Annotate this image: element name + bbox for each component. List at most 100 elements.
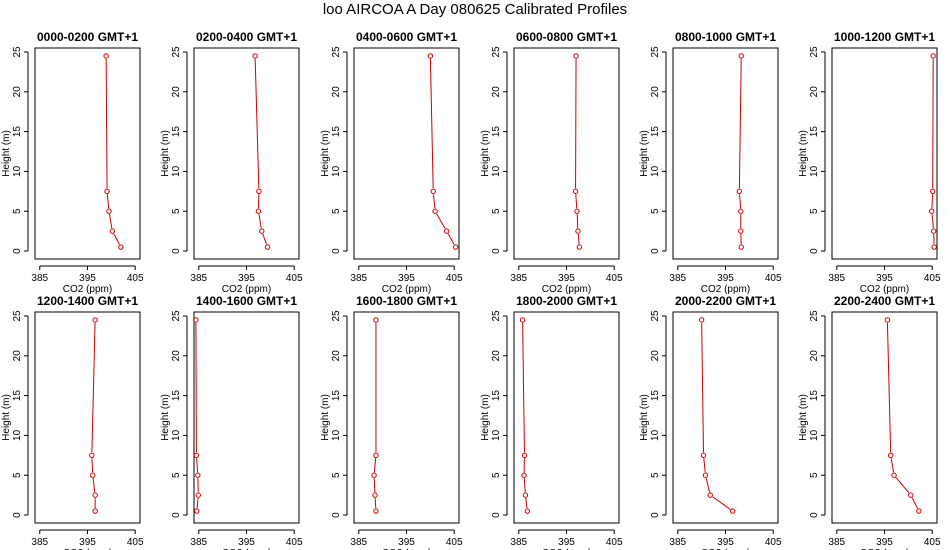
y-tick-label: 15 [650, 126, 661, 138]
data-point [372, 492, 378, 498]
y-tick-label: 25 [491, 310, 502, 322]
data-point [109, 228, 116, 234]
data-point [888, 452, 894, 459]
data-point [931, 244, 937, 250]
panel-title: 1600-1800 GMT+1 [356, 294, 457, 308]
y-tick-label: 25 [650, 46, 661, 58]
y-tick-label: 10 [491, 165, 502, 177]
data-point [521, 472, 527, 478]
data-point [90, 472, 96, 478]
y-tick-label: 20 [12, 350, 23, 362]
data-point [373, 452, 379, 459]
chart-panel: 2000-2200 GMT+1 385 395 405 CO2 (ppm) 0 5 10 15 2… [639, 294, 782, 550]
x-tick-label: 385 [190, 273, 207, 284]
y-tick-label: 20 [650, 86, 661, 98]
y-tick-label: 0 [171, 512, 182, 518]
y-tick-label: 5 [809, 472, 820, 478]
y-tick-label: 10 [331, 429, 342, 441]
data-point [252, 53, 258, 59]
data-point [729, 508, 736, 514]
data-point [371, 472, 377, 478]
data-point [193, 452, 200, 459]
data-point [92, 508, 98, 514]
data-point [930, 188, 936, 195]
series-segment [113, 233, 120, 245]
data-point [193, 317, 199, 323]
y-axis-label: Height (m) [480, 130, 491, 177]
y-tick-label: 5 [331, 472, 342, 478]
y-tick-label: 5 [650, 208, 661, 214]
data-point [255, 208, 262, 214]
data-point [195, 472, 201, 478]
series-segment [373, 478, 376, 493]
data-point [930, 228, 937, 234]
data-point [104, 188, 110, 195]
y-tick-label: 10 [809, 165, 820, 177]
data-point [698, 317, 705, 323]
panel-title: 2200-2400 GMT+1 [834, 294, 935, 308]
y-tick-label: 0 [491, 512, 502, 518]
panel-title: 0200-0400 GMT+1 [196, 30, 297, 44]
x-tick-label: 405 [765, 537, 782, 548]
x-tick-label: 395 [238, 537, 255, 548]
data-point [574, 208, 580, 214]
y-tick-label: 10 [171, 165, 182, 177]
series-segment [258, 214, 262, 229]
y-tick-label: 0 [650, 512, 661, 518]
series-segment [196, 498, 199, 509]
y-tick-label: 20 [491, 86, 502, 98]
chart-panel: 0800-1000 GMT+1 385 395 405 CO2 (ppm) 0 5 10 15 2… [639, 30, 782, 295]
y-tick-label: 20 [491, 350, 502, 362]
y-tick-label: 15 [809, 390, 820, 402]
x-tick-label: 385 [510, 537, 527, 548]
x-axis-label: CO2 (ppm) [542, 548, 591, 550]
series-segment [705, 478, 711, 493]
y-tick-label: 5 [331, 208, 342, 214]
y-tick-label: 5 [171, 472, 182, 478]
data-point [738, 53, 744, 59]
x-tick-label: 385 [669, 273, 686, 284]
y-tick-label: 20 [809, 86, 820, 98]
plot-frame [831, 311, 938, 524]
x-axis-label: CO2 (ppm) [382, 548, 431, 550]
data-point [573, 53, 579, 59]
y-tick-label: 25 [809, 46, 820, 58]
data-point [452, 244, 459, 250]
panel-title: 1000-1200 GMT+1 [834, 30, 935, 44]
series-segment [525, 498, 528, 509]
y-tick-label: 15 [331, 390, 342, 402]
panel-title: 2000-2200 GMT+1 [675, 294, 776, 308]
data-point [702, 472, 709, 478]
x-tick-label: 385 [669, 537, 686, 548]
plot-frame [513, 311, 620, 524]
y-tick-label: 5 [491, 472, 502, 478]
series-segment [577, 234, 580, 245]
data-point [916, 508, 922, 514]
y-axis-label: Height (m) [798, 394, 809, 441]
y-tick-label: 10 [171, 429, 182, 441]
x-tick-label: 395 [876, 537, 893, 548]
series-segment [106, 194, 110, 209]
x-axis-label: CO2 (ppm) [222, 284, 271, 295]
y-tick-label: 15 [331, 126, 342, 138]
y-tick-label: 25 [171, 310, 182, 322]
chart-panel: 0400-0600 GMT+1 385 395 405 CO2 (ppm) 0 5 10 15 2… [320, 30, 463, 295]
panel-title: 0800-1000 GMT+1 [675, 30, 776, 44]
y-tick-label: 0 [171, 248, 182, 254]
plot-frame [831, 47, 938, 260]
data-point [430, 188, 436, 195]
chart-panel: 1600-1800 GMT+1 385 395 405 CO2 (ppm) 0 5 10 15 2… [320, 294, 463, 550]
data-point [427, 53, 434, 59]
chart-main-title: loo AIRCOA A Day 080625 Calibrated Profi… [322, 1, 628, 18]
x-tick-label: 405 [446, 273, 463, 284]
series-segment [886, 322, 892, 453]
series-segment [373, 458, 377, 473]
chart-panel: 1800-2000 GMT+1 385 395 405 CO2 (ppm) 0 5 10 15 2… [480, 294, 623, 550]
series-segment [712, 496, 731, 510]
data-point [92, 317, 98, 323]
series-segment [739, 194, 742, 209]
y-tick-label: 15 [171, 390, 182, 402]
plot-frame [672, 311, 779, 524]
x-tick-label: 405 [127, 273, 144, 284]
